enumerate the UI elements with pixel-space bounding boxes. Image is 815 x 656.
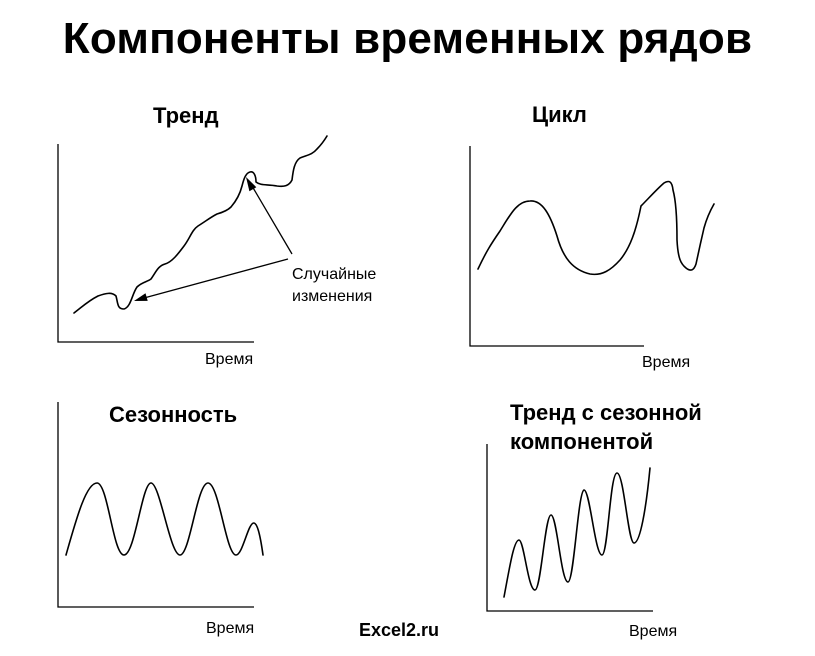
trend-seasonal-title-line2: компонентой [510, 429, 654, 454]
trend-seasonal-title-line1: Тренд с сезонной [510, 400, 702, 425]
trend-axes [57, 144, 254, 343]
cycle-curve [477, 180, 715, 276]
cycle-panel [469, 146, 715, 347]
annotation-arrow-lower [143, 258, 289, 299]
trend-title: Тренд [153, 103, 219, 128]
random-changes-annotation: Случайные изменения [292, 264, 376, 308]
trend-seasonal-curve [503, 467, 651, 598]
cycle-title: Цикл [532, 102, 587, 127]
trend-x-axis-label: Время [205, 351, 254, 368]
trend-seasonal-axes [486, 444, 653, 612]
trend-seasonal-x-axis-label: Время [629, 623, 678, 640]
seasonality-x-axis-label: Время [206, 620, 255, 637]
cycle-x-axis-label: Время [642, 354, 691, 371]
trend-panel [57, 135, 328, 343]
annotation-line2: изменения [292, 288, 373, 305]
trend-seasonal-title: Тренд с сезонной компонентой [510, 398, 702, 456]
cycle-axes [469, 146, 644, 347]
page-title: Компоненты временных рядов [62, 14, 753, 63]
trend-seasonal-panel [486, 444, 653, 612]
seasonality-curve [65, 482, 264, 556]
annotation-arrowhead-lower [134, 293, 148, 301]
seasonality-axes [57, 402, 254, 608]
annotation-arrow-upper [251, 185, 293, 255]
annotation-line1: Случайные [292, 266, 377, 283]
annotation-arrowhead-upper [246, 177, 257, 192]
trend-curve [73, 135, 328, 314]
seasonality-title: Сезонность [109, 402, 238, 427]
seasonality-panel [57, 402, 264, 608]
site-credit: Excel2.ru [359, 620, 440, 640]
